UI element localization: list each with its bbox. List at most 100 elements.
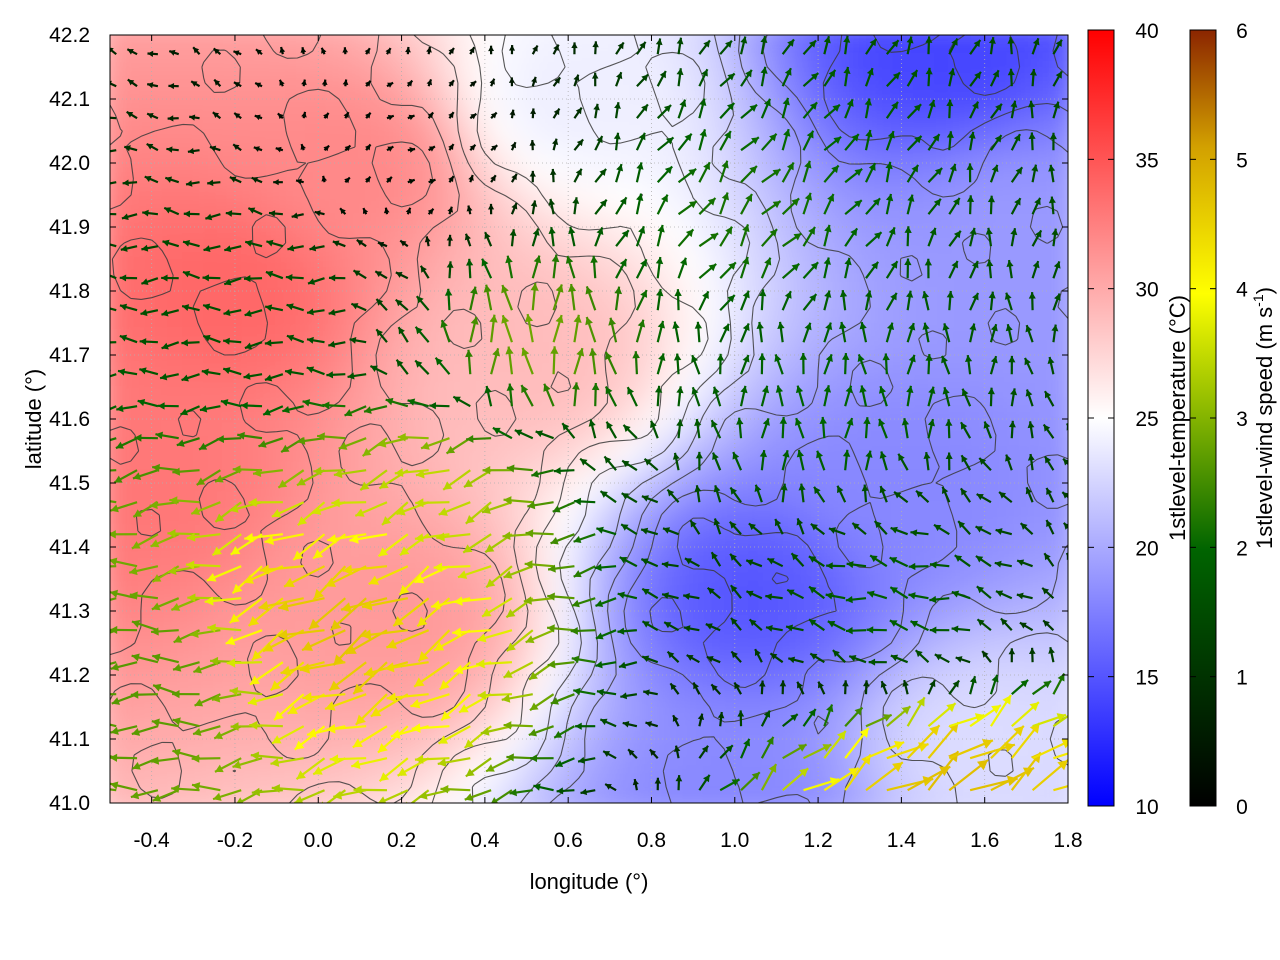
temperature-cell xyxy=(659,273,685,309)
x-tick-label: 0.8 xyxy=(637,829,666,852)
temperature-cell xyxy=(201,35,227,53)
temperature-cell xyxy=(347,209,373,245)
temperature-cell xyxy=(180,401,206,437)
temperature-cell xyxy=(180,35,206,53)
temperature-cell xyxy=(118,49,144,85)
colorbar-tick-label: 6 xyxy=(1236,20,1248,43)
wind-arrow xyxy=(866,9,877,22)
temperature-cell xyxy=(493,497,519,533)
temperature-cell xyxy=(618,753,644,789)
wind-arrow xyxy=(970,6,977,22)
y-tick-label: 42.2 xyxy=(49,24,90,47)
colorbar-tick-label: 0 xyxy=(1236,796,1248,819)
temperature-cell xyxy=(243,49,269,85)
temperature-cell xyxy=(430,625,456,661)
temperature-cell xyxy=(285,721,310,757)
temperature-cell xyxy=(160,35,185,53)
temperature-cell xyxy=(201,305,227,341)
temperature-cell xyxy=(659,561,685,597)
temperature-cell xyxy=(264,49,290,85)
temperature-cell xyxy=(368,625,394,661)
temperature-cell xyxy=(701,35,727,53)
temperature-cell xyxy=(430,369,456,405)
y-tick-label: 41.6 xyxy=(49,408,90,431)
temperature-cell xyxy=(764,721,789,757)
temperature-cell xyxy=(243,81,269,117)
temperature-cell xyxy=(285,305,310,341)
wind-arrow xyxy=(845,5,852,22)
temperature-cell xyxy=(618,35,644,53)
x-tick-label: 0.2 xyxy=(387,829,416,852)
temperature-cell xyxy=(118,369,144,405)
temperature-cell xyxy=(597,753,623,789)
y-axis-label: latitude (°) xyxy=(21,369,46,470)
temperature-cell xyxy=(493,369,519,405)
temperature-cell xyxy=(264,35,290,53)
temperature-cell xyxy=(160,145,185,181)
plot-area xyxy=(109,5,1080,804)
temperature-cell xyxy=(243,433,269,469)
wind-arrow xyxy=(1069,261,1076,278)
wind-arrow xyxy=(279,15,285,23)
temperature-cell xyxy=(764,305,789,341)
temperature-cell xyxy=(514,35,539,53)
wind-arrow xyxy=(171,16,179,22)
temperature-cell xyxy=(451,113,477,149)
temperature-cell xyxy=(180,497,206,533)
temperature-cell xyxy=(180,721,206,757)
wind-arrow xyxy=(1070,616,1077,630)
temperature-cell xyxy=(493,433,519,469)
temperature-cell xyxy=(243,337,269,373)
colorbar-tick-label: 10 xyxy=(1135,796,1158,819)
x-tick-label: -0.2 xyxy=(217,829,253,852)
temperature-cell xyxy=(701,241,727,277)
temperature-cell xyxy=(680,721,706,757)
colorbar-tick-label: 15 xyxy=(1135,667,1158,690)
temperature-cell xyxy=(680,497,706,533)
temperature-cell xyxy=(701,561,727,597)
temperature-cell xyxy=(764,49,789,85)
temperature-cell xyxy=(576,49,602,85)
temperature-cell xyxy=(264,273,290,309)
wind-arrow xyxy=(364,15,370,22)
temperature-cell xyxy=(701,113,727,149)
temperature-cell xyxy=(326,49,352,85)
temperature-cell xyxy=(243,177,269,213)
colorbar-tick-label: 40 xyxy=(1135,20,1158,43)
wind-arrow xyxy=(1073,165,1080,182)
temperature-cell xyxy=(597,497,623,533)
temperature-cell xyxy=(118,561,144,597)
temperature-cell xyxy=(160,561,185,597)
wind-arrow xyxy=(720,7,727,22)
wind-arrow xyxy=(426,15,432,23)
temperature-cell xyxy=(576,529,602,565)
temperature-cell xyxy=(680,625,706,661)
temperature-cell xyxy=(493,209,519,245)
temperature-cell xyxy=(576,593,602,629)
colorbar-tick-label: 2 xyxy=(1236,537,1248,560)
temperature-cell xyxy=(764,561,789,597)
wind-arrow xyxy=(1070,389,1077,406)
temperature-cell xyxy=(160,337,185,373)
wind-arrow xyxy=(468,14,474,22)
x-tick-label: 1.8 xyxy=(1053,829,1082,852)
temperature-cell xyxy=(118,113,144,149)
temperature-cell xyxy=(285,433,310,469)
wind-arrow xyxy=(738,5,745,22)
temperature-cell xyxy=(514,433,539,469)
temperature-cell xyxy=(701,497,727,533)
y-tick-label: 41.9 xyxy=(49,216,90,239)
temperature-cell xyxy=(659,401,685,437)
temperature-cell xyxy=(264,241,290,277)
temperature-cell xyxy=(659,689,685,725)
temperature-cell xyxy=(680,561,706,597)
x-tick-label: 1.6 xyxy=(970,829,999,852)
temperature-cell xyxy=(451,209,477,245)
x-tick-label: 0.0 xyxy=(304,829,333,852)
y-tick-label: 41.2 xyxy=(49,664,90,687)
temperature-cell xyxy=(451,401,477,437)
wind-arrow xyxy=(320,16,325,22)
y-tick-label: 41.5 xyxy=(49,472,90,495)
temperature-cell xyxy=(160,241,185,277)
